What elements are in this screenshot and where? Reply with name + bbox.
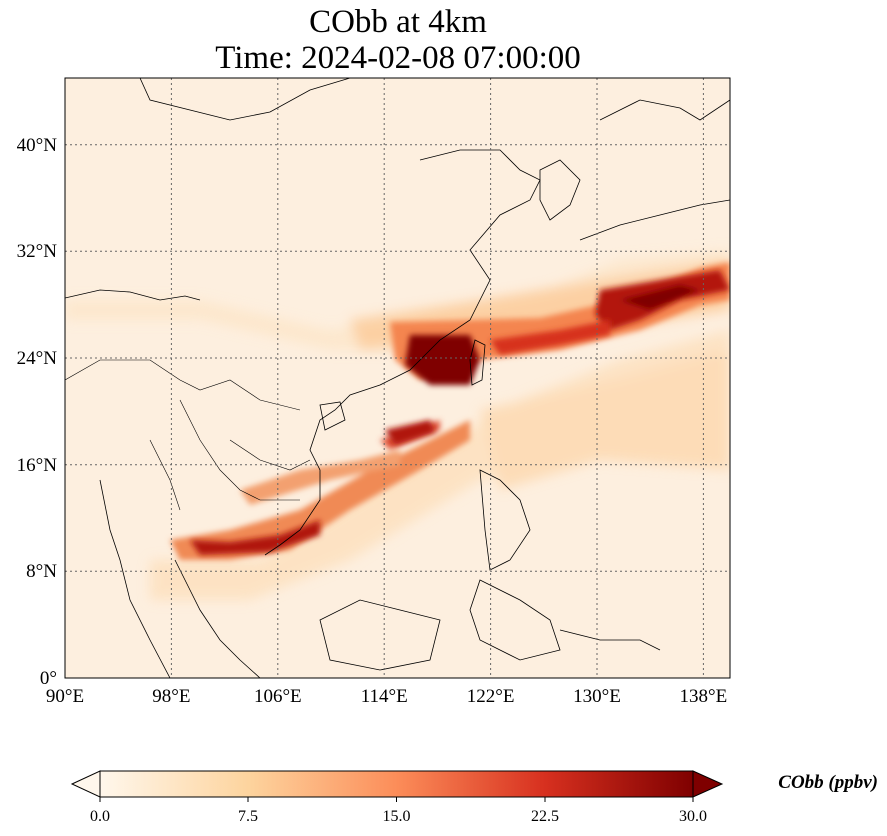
lon-tick-98e: 98°E <box>152 686 190 707</box>
lon-tick-130e: 130°E <box>573 686 621 707</box>
lat-tick-16n: 16°N <box>17 455 58 476</box>
map-frame <box>64 77 731 679</box>
colorbar-tick-0: 0.0 <box>90 808 110 825</box>
lat-tick-0: 0° <box>40 668 57 689</box>
lat-tick-labels: 0° 8°N 16°N 24°N 32°N 40°N <box>17 135 58 689</box>
gridlines <box>65 78 730 678</box>
lat-tick-8n: 8°N <box>26 561 57 582</box>
colorbar-max-extend <box>692 770 724 798</box>
coastlines <box>65 78 730 678</box>
colorbar-tick-15: 15.0 <box>383 808 411 825</box>
colorbar-tick-30: 30.0 <box>679 808 707 825</box>
lon-tick-114e: 114°E <box>361 686 408 707</box>
lon-tick-122e: 122°E <box>467 686 515 707</box>
lon-tick-90e: 90°E <box>46 686 84 707</box>
colorbar-gradient <box>99 770 694 798</box>
colorbar-tick-7-5: 7.5 <box>238 808 258 825</box>
lon-tick-106e: 106°E <box>254 686 302 707</box>
country-borders <box>65 359 311 511</box>
lat-tick-32n: 32°N <box>17 241 58 262</box>
colorbar-label: CObb (ppbv) <box>778 772 878 793</box>
lon-tick-labels: 90°E 98°E 106°E 114°E 122°E 130°E 138°E <box>46 686 727 707</box>
lat-tick-24n: 24°N <box>17 348 58 369</box>
map-subtitle-time: Time: 2024-02-08 07:00:00 <box>215 40 581 76</box>
colorbar-tick-22-5: 22.5 <box>531 808 559 825</box>
lon-tick-138e: 138°E <box>680 686 728 707</box>
lat-tick-40n: 40°N <box>17 135 58 156</box>
map-title: CObb at 4km <box>309 4 487 40</box>
map-panel <box>65 78 730 678</box>
colorbar-min-extend <box>70 770 101 798</box>
colorbar: 0.0 7.5 15.0 22.5 30.0 CObb (ppbv) <box>70 770 878 825</box>
